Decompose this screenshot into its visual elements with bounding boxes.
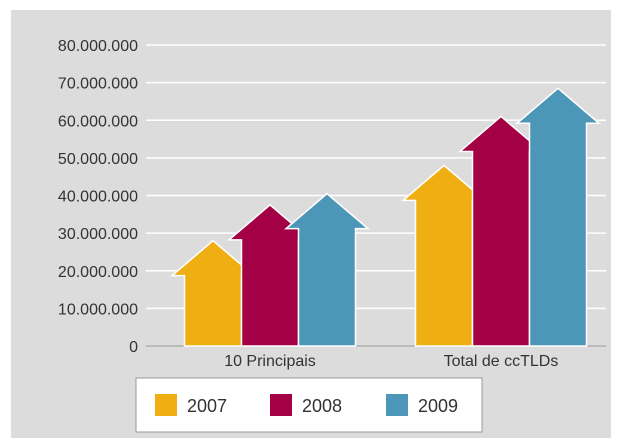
- y-tick-label: 80.000.000: [58, 38, 138, 55]
- y-tick-label: 50.000.000: [58, 151, 138, 168]
- y-tick-label: 40.000.000: [58, 189, 138, 206]
- y-tick-label: 60.000.000: [58, 113, 138, 130]
- legend-swatch: [386, 394, 408, 416]
- legend-swatch: [155, 394, 177, 416]
- bar-2009-group-2: [514, 87, 602, 347]
- y-tick-label: 10.000.000: [58, 301, 138, 318]
- legend-swatch: [270, 394, 292, 416]
- y-tick-label: 70.000.000: [58, 76, 138, 93]
- bar-series: [169, 87, 602, 347]
- legend: 2007 2008 2009: [135, 377, 483, 433]
- x-category-label: Total de ccTLDs: [444, 353, 559, 370]
- y-tick-label: 20.000.000: [58, 264, 138, 281]
- x-category-label: 10 Principais: [224, 353, 316, 370]
- y-axis-ticks: 0 10.000.000 20.000.000 30.000.000 40.000.00…: [58, 38, 138, 356]
- legend-box: [135, 377, 483, 433]
- legend-label: 2007: [187, 396, 227, 416]
- legend-label: 2008: [302, 396, 342, 416]
- x-axis-categories: 10 Principais Total de ccTLDs: [224, 353, 558, 370]
- bar-2009-group-1: [283, 192, 371, 347]
- legend-label: 2009: [418, 396, 458, 416]
- y-tick-label: 30.000.000: [58, 226, 138, 243]
- y-tick-label: 0: [129, 339, 138, 356]
